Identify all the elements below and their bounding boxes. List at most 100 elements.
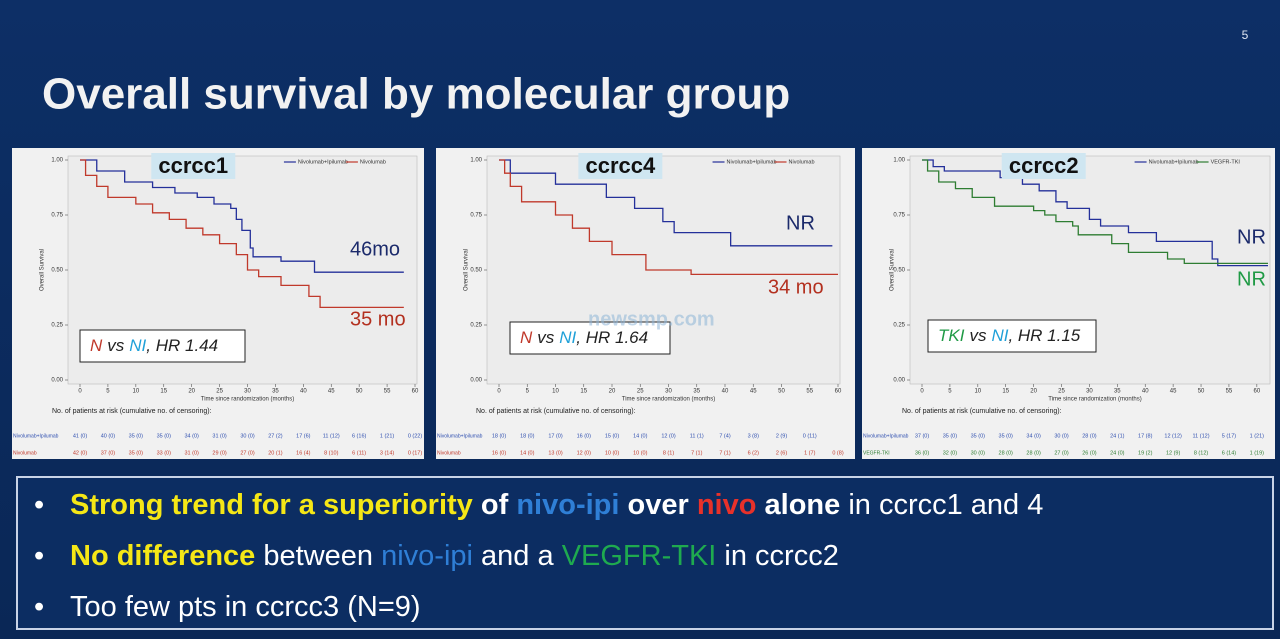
chart-title: ccrcc2: [1009, 153, 1079, 178]
median-annotation: NR: [786, 212, 815, 234]
y-tick-label: 0.00: [470, 378, 482, 384]
x-tick-label: 25: [216, 389, 223, 395]
x-tick-label: 40: [1142, 389, 1149, 395]
median-annotation: 46mo: [350, 238, 400, 260]
risk-count: 6 (16): [352, 433, 367, 439]
risk-count: 31 (0): [212, 433, 227, 439]
risk-table-title: No. of patients at risk (cumulative no. …: [52, 408, 212, 415]
risk-row-label: VEGFR-TKI: [863, 450, 890, 456]
risk-table-title: No. of patients at risk (cumulative no. …: [902, 408, 1062, 415]
risk-row-label: Nivolumab+Ipilumab: [437, 433, 483, 439]
risk-count: 30 (0): [1054, 433, 1069, 439]
risk-table-title: No. of patients at risk (cumulative no. …: [476, 408, 636, 415]
risk-count: 20 (1): [268, 450, 283, 456]
y-tick-label: 0.75: [51, 213, 63, 219]
y-axis-label: Overall Survival: [890, 249, 896, 291]
x-tick-label: 25: [637, 389, 644, 395]
median-annotation: 34 mo: [768, 276, 824, 298]
hr-part: vs: [107, 336, 125, 355]
bullet: Too few pts in ccrcc3 (N=9): [28, 582, 1272, 633]
risk-count: 35 (0): [129, 450, 144, 456]
y-tick-label: 0.50: [51, 268, 63, 274]
x-tick-label: 10: [974, 389, 981, 395]
risk-count: 28 (0): [999, 450, 1014, 456]
risk-count: 6 (14): [1222, 450, 1237, 456]
risk-count: 26 (0): [1082, 450, 1097, 456]
risk-count: 41 (0): [73, 433, 88, 439]
bullet-text: nivo-ipi: [516, 489, 620, 521]
risk-count: 0 (11): [803, 433, 817, 439]
risk-count: 35 (0): [129, 433, 144, 439]
risk-count: 35 (0): [157, 433, 172, 439]
risk-count: 12 (9): [1166, 450, 1181, 456]
risk-row-label: Nivolumab+Ipilumab: [13, 433, 59, 439]
survival-curve: [80, 159, 404, 309]
y-tick-label: 0.50: [893, 268, 905, 274]
x-tick-label: 60: [835, 389, 842, 395]
bullet-text: and a: [481, 540, 554, 572]
risk-count: 18 (0): [492, 433, 507, 439]
risk-count: 5 (17): [1222, 433, 1237, 439]
risk-count: 2 (9): [776, 433, 787, 439]
risk-count: 40 (0): [101, 433, 116, 439]
risk-count: 10 (0): [605, 450, 620, 456]
hr-part: , HR 1.15: [1008, 326, 1080, 345]
hr-box: [509, 321, 671, 355]
hr-part: N: [520, 328, 533, 347]
x-tick-label: 0: [920, 389, 924, 395]
hr-part: TKI: [938, 326, 965, 345]
hr-box: [79, 329, 246, 363]
x-tick-label: 30: [244, 389, 251, 395]
risk-count: 1 (21): [1250, 433, 1265, 439]
bullet-text: nivo: [696, 489, 757, 521]
risk-count: 7 (1): [719, 450, 730, 456]
risk-count: 6 (11): [352, 450, 366, 456]
hr-part: N: [90, 336, 103, 355]
x-tick-label: 40: [722, 389, 729, 395]
risk-count: 14 (0): [633, 433, 648, 439]
bullet: Strong trend for a superiority of nivo-i…: [28, 480, 1272, 531]
risk-count: 12 (12): [1164, 433, 1182, 439]
risk-count: 42 (0): [73, 450, 88, 456]
y-tick-label: 0.50: [470, 268, 482, 274]
y-tick-label: 0.25: [51, 323, 63, 329]
risk-count: 35 (0): [943, 433, 958, 439]
risk-count: 11 (12): [1193, 433, 1210, 439]
risk-count: 17 (0): [548, 433, 563, 439]
chart-title: ccrcc4: [585, 153, 656, 178]
slide-title: Overall survival by molecular group: [42, 70, 790, 119]
bullet-text: of: [480, 489, 509, 521]
x-tick-label: 60: [412, 389, 419, 395]
risk-row-label: Nivolumab+Ipilumab: [863, 433, 909, 439]
x-tick-label: 45: [328, 389, 335, 395]
x-tick-label: 10: [552, 389, 559, 395]
risk-count: 37 (0): [101, 450, 116, 456]
legend-label: Nivolumab+Ipilumab: [1149, 159, 1199, 165]
x-tick-label: 55: [1226, 389, 1233, 395]
x-tick-label: 20: [609, 389, 616, 395]
watermark: newsmp.com: [588, 308, 715, 330]
chart-title: ccrcc1: [158, 153, 228, 178]
risk-count: 24 (0): [1110, 450, 1125, 456]
risk-count: 24 (1): [1110, 433, 1125, 439]
x-tick-label: 5: [948, 389, 952, 395]
bullet-text: Strong trend for a superiority: [70, 489, 473, 521]
x-tick-label: 35: [1114, 389, 1121, 395]
risk-count: 34 (0): [1026, 433, 1041, 439]
risk-count: 29 (0): [212, 450, 227, 456]
risk-count: 11 (1): [690, 433, 704, 439]
x-tick-label: 35: [693, 389, 700, 395]
x-tick-label: 10: [132, 389, 139, 395]
y-tick-label: 1.00: [470, 158, 482, 164]
risk-count: 30 (0): [240, 433, 255, 439]
bullet-text: between: [263, 540, 374, 572]
chart-title-bg: [1001, 153, 1086, 179]
risk-count: 36 (0): [915, 450, 930, 456]
x-tick-label: 15: [580, 389, 587, 395]
risk-count: 32 (0): [943, 450, 958, 456]
legend-label: VEGFR-TKI: [1211, 159, 1241, 165]
y-tick-label: 1.00: [51, 158, 63, 164]
hr-part: NI: [559, 328, 576, 347]
risk-count: 34 (0): [184, 433, 199, 439]
